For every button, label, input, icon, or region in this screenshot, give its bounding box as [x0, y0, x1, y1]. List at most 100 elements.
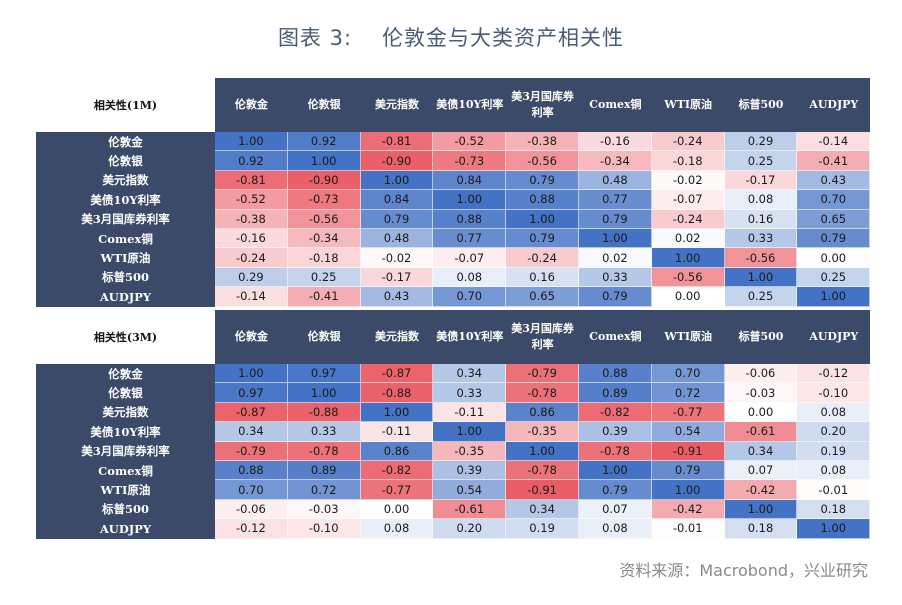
heatmap-cell: 0.79: [506, 170, 579, 191]
heatmap-cell: -0.02: [651, 170, 725, 191]
column-header: 伦敦银: [287, 310, 361, 364]
heatmap-cell: 0.18: [724, 519, 798, 539]
heatmap-cell: 0.88: [215, 461, 288, 481]
heatmap-cell: 0.08: [724, 190, 798, 210]
row-header: 美债10Y利率: [36, 190, 215, 210]
heatmap-cell: -0.03: [287, 499, 361, 520]
heatmap-cell: 0.16: [506, 267, 579, 288]
heatmap-cell: 0.25: [724, 151, 798, 171]
row-header: WTI原油: [36, 248, 215, 268]
heatmap-cell: -0.12: [215, 519, 288, 539]
heatmap-cell: 0.54: [651, 422, 725, 442]
heatmap-cell: 0.29: [215, 267, 288, 288]
heatmap-cell: -0.88: [360, 383, 434, 403]
heatmap-cell: -0.78: [287, 441, 361, 461]
heatmap-cell: -0.79: [215, 441, 288, 461]
heatmap-cell: -0.35: [506, 422, 579, 442]
column-header: 美元指数: [360, 78, 434, 132]
row-header: 美元指数: [36, 402, 215, 423]
column-header: 伦敦金: [215, 310, 288, 364]
heatmap-cell: -0.34: [287, 229, 361, 249]
heatmap-cell: -0.61: [724, 422, 798, 442]
heatmap-cell: 1.00: [579, 461, 652, 481]
table-label: 相关性(3M): [36, 310, 215, 364]
heatmap-cell: 1.00: [506, 441, 579, 461]
heatmap-cell: 1.00: [433, 422, 507, 442]
heatmap-cell: 0.33: [433, 383, 507, 403]
heatmap-cell: -0.42: [724, 480, 798, 500]
heatmap-cell: 0.00: [797, 248, 871, 268]
heatmap-cell: -0.87: [215, 402, 288, 423]
heatmap-cell: -0.06: [724, 364, 798, 384]
heatmap-cell: 0.43: [797, 170, 871, 191]
row-header: Comex铜: [36, 461, 215, 481]
heatmap-cell: 0.88: [579, 364, 652, 384]
heatmap-cell: 0.33: [287, 422, 361, 442]
heatmap-cell: 0.89: [287, 461, 361, 481]
heatmap-cell: -0.11: [433, 402, 507, 423]
heatmap-cell: 0.70: [433, 287, 507, 307]
heatmap-cell: 0.02: [579, 248, 652, 268]
column-header: 美元指数: [360, 310, 434, 364]
heatmap-cell: 1.00: [506, 209, 579, 229]
column-header: WTI原油: [651, 310, 725, 364]
column-header: Comex铜: [579, 310, 652, 364]
column-header: AUDJPY: [797, 310, 871, 364]
heatmap-cell: -0.91: [651, 441, 725, 461]
heatmap-cell: 0.79: [360, 209, 434, 229]
heatmap-cell: 0.08: [360, 519, 434, 539]
heatmap-cell: 0.25: [724, 287, 798, 307]
heatmap-cell: 0.79: [579, 287, 652, 307]
heatmap-cell: -0.56: [506, 151, 579, 171]
heatmap-cell: 0.65: [797, 209, 871, 229]
heatmap-cell: 0.20: [797, 422, 871, 442]
heatmap-cell: -0.90: [287, 170, 361, 191]
heatmap-cell: -0.56: [724, 248, 798, 268]
row-header: 伦敦金: [36, 364, 215, 384]
row-header: 美元指数: [36, 170, 215, 191]
heatmap-cell: -0.38: [506, 132, 579, 152]
heatmap-cell: 0.34: [506, 499, 579, 520]
heatmap-cell: 0.79: [651, 461, 725, 481]
heatmap-cell: -0.17: [360, 267, 434, 288]
heatmap-cell: -0.24: [215, 248, 288, 268]
row-header: Comex铜: [36, 229, 215, 249]
heatmap-cell: -0.78: [506, 383, 579, 403]
row-header: 伦敦金: [36, 132, 215, 152]
heatmap-cell: -0.06: [215, 499, 288, 520]
heatmap-cell: -0.14: [215, 287, 288, 307]
heatmap-cell: -0.41: [797, 151, 871, 171]
heatmap-cell: -0.11: [360, 422, 434, 442]
source-note: 资料来源：Macrobond，兴业研究: [619, 561, 868, 580]
heatmap-cell: 0.34: [433, 364, 507, 384]
row-header: 美债10Y利率: [36, 422, 215, 442]
heatmap-cell: 1.00: [433, 190, 507, 210]
heatmap-cell: 1.00: [360, 170, 434, 191]
heatmap-cell: 0.88: [433, 209, 507, 229]
heatmap-cell: 0.16: [724, 209, 798, 229]
heatmap-cell: -0.16: [215, 229, 288, 249]
heatmap-cell: 1.00: [287, 383, 361, 403]
heatmap-cell: 0.07: [724, 461, 798, 481]
heatmap-cell: 0.84: [360, 190, 434, 210]
heatmap-cell: 0.00: [724, 402, 798, 423]
heatmap-cell: 0.77: [579, 190, 652, 210]
heatmap-cell: -0.56: [651, 267, 725, 288]
column-header: 伦敦银: [287, 78, 361, 132]
heatmap-cell: -0.01: [797, 480, 871, 500]
heatmap-cell: -0.41: [287, 287, 361, 307]
heatmap-cell: -0.07: [433, 248, 507, 268]
heatmap-cell: 0.00: [360, 499, 434, 520]
heatmap-cell: 0.39: [433, 461, 507, 481]
heatmap-cell: 1.00: [215, 364, 288, 384]
heatmap-cell: -0.56: [287, 209, 361, 229]
heatmap-cell: 0.97: [215, 383, 288, 403]
heatmap-cell: -0.73: [287, 190, 361, 210]
heatmap-cell: -0.61: [433, 499, 507, 520]
column-header: Comex铜: [579, 78, 652, 132]
heatmap-cell: -0.01: [651, 519, 725, 539]
heatmap-cell: 0.18: [797, 499, 871, 520]
heatmap-cell: 1.00: [724, 267, 798, 288]
heatmap-cell: 0.97: [287, 364, 361, 384]
heatmap-cell: 0.08: [433, 267, 507, 288]
